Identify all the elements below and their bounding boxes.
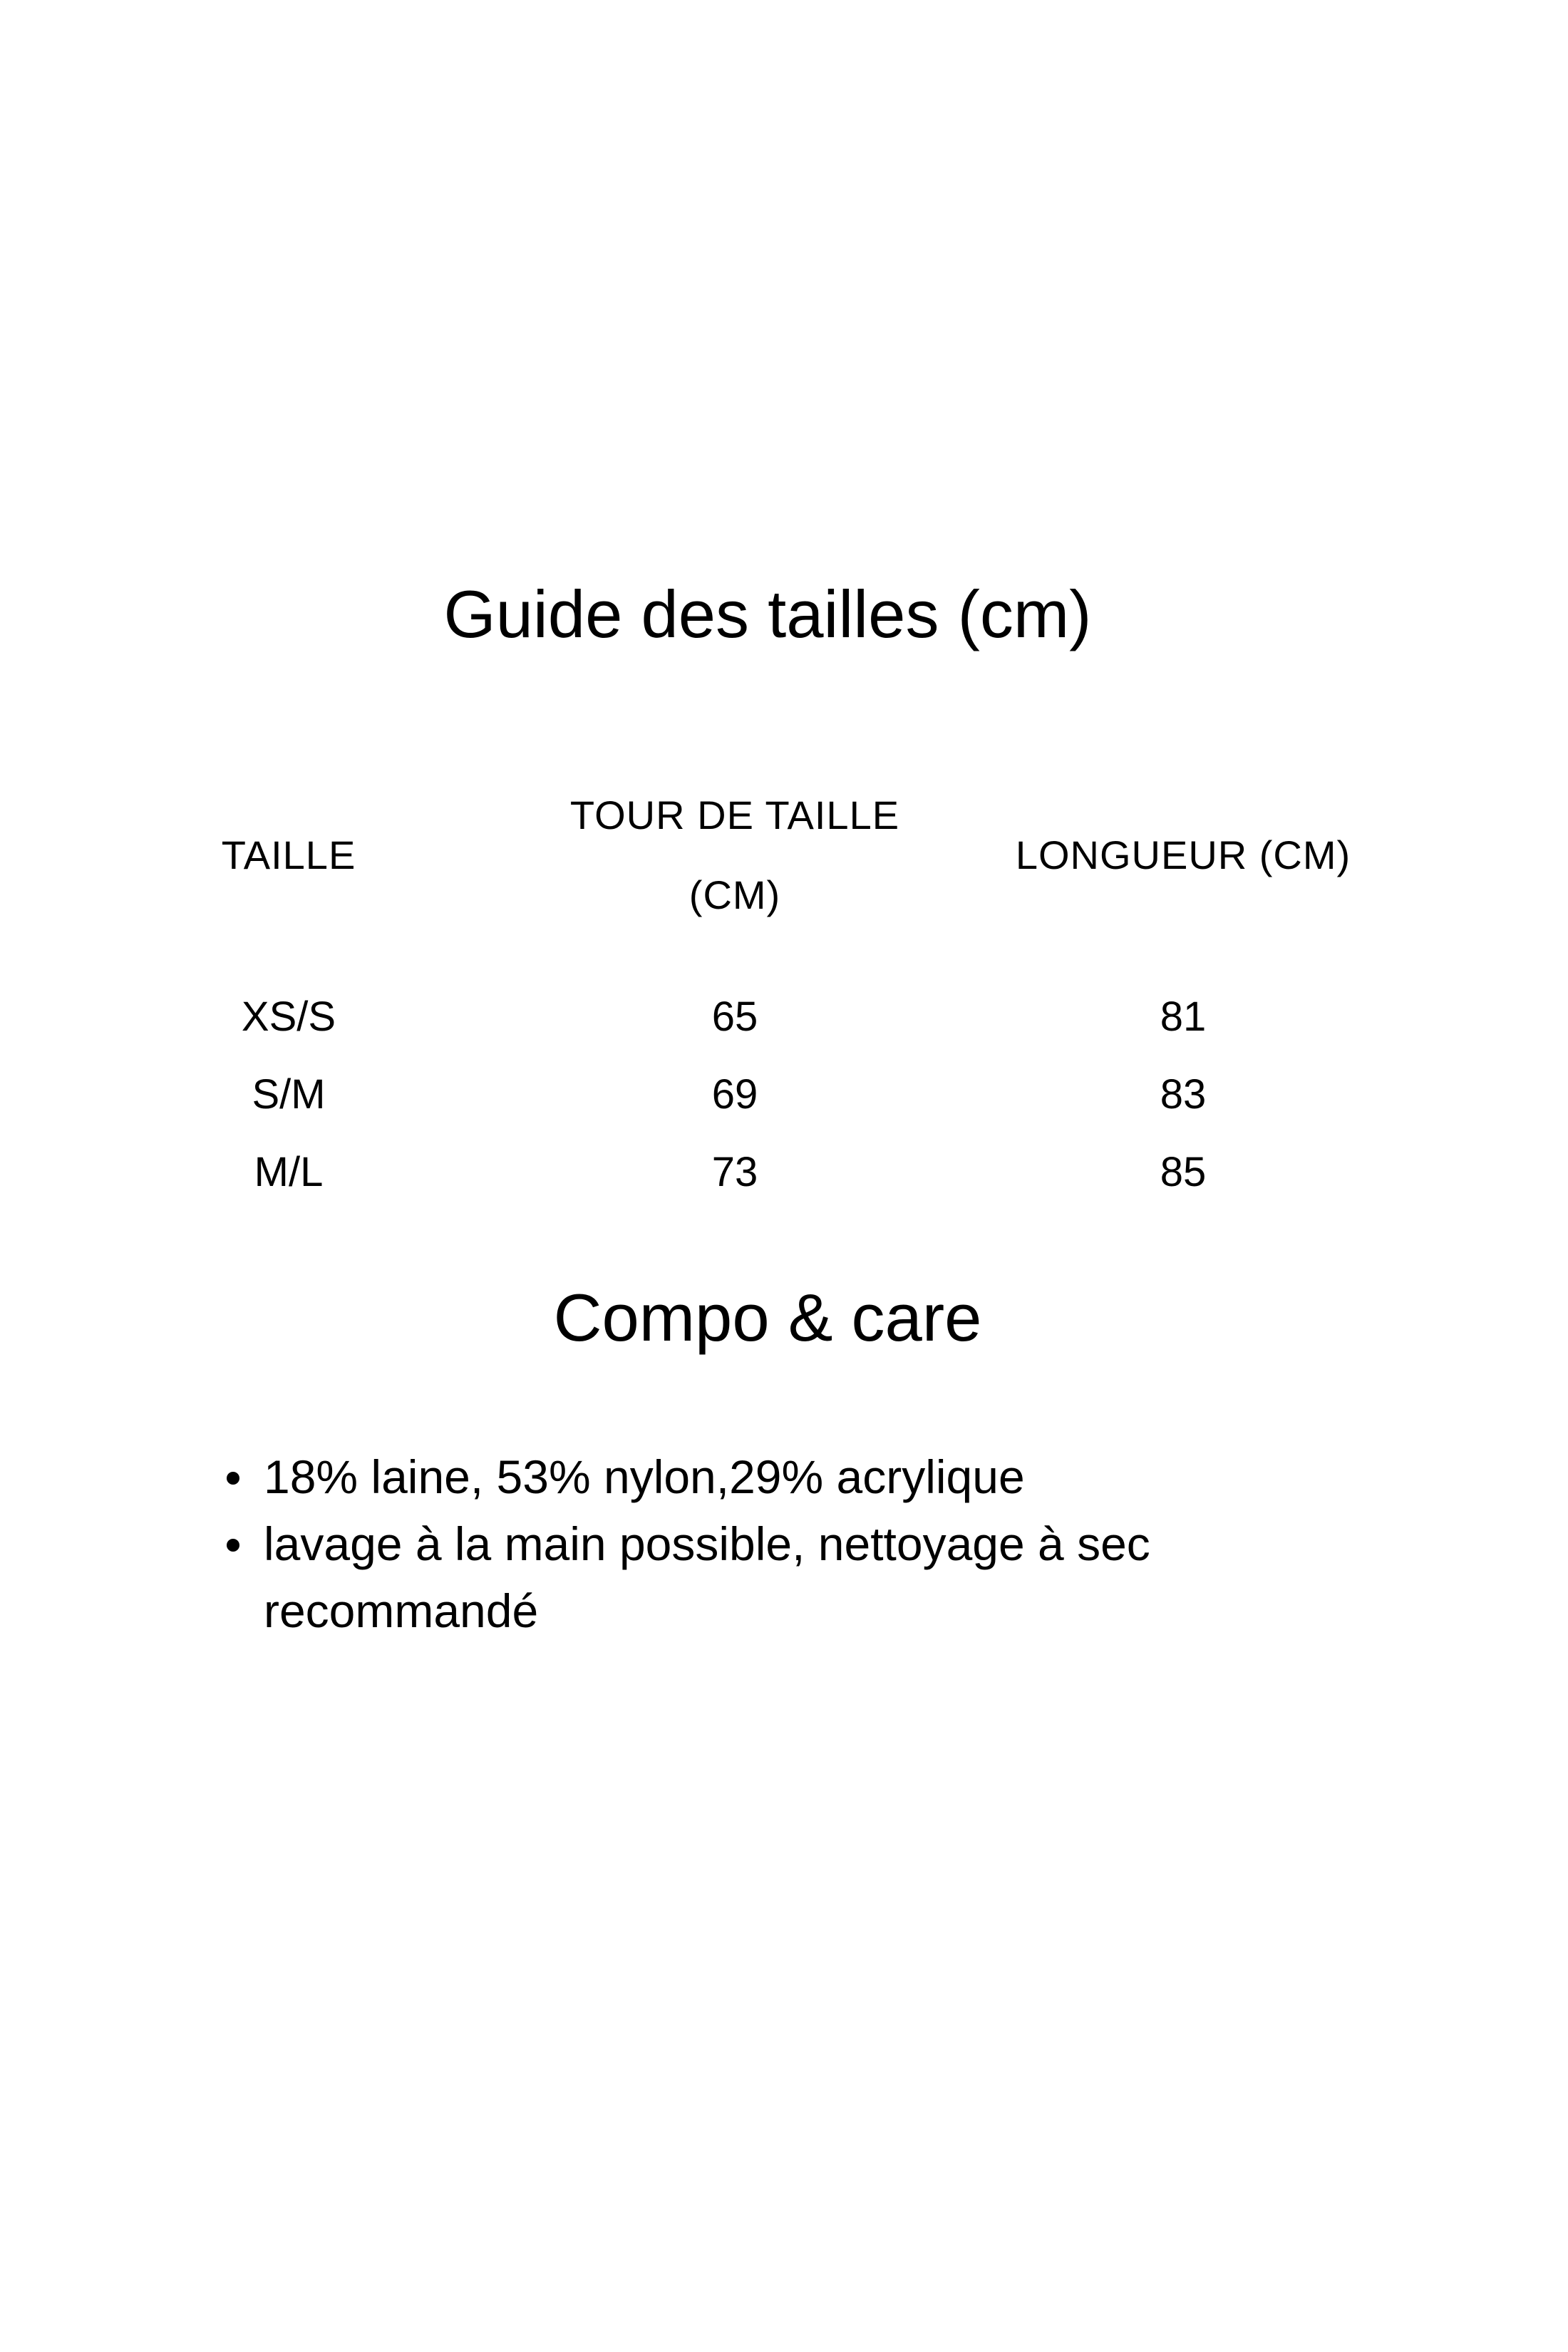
row-waist: 65 — [711, 994, 758, 1040]
header-waist-line1: TOUR DE TAILLE — [569, 793, 900, 837]
header-taille: TAILLE — [221, 832, 356, 877]
row-size: S/M — [252, 1071, 326, 1118]
row-length: 83 — [1160, 1071, 1207, 1118]
care-title: Compo & care — [553, 1280, 982, 1355]
care-item: lavage à la main possible, nettoyage à s… — [221, 1510, 1262, 1644]
row-waist: 73 — [711, 1149, 758, 1195]
header-waist-line2: (CM) — [688, 872, 781, 917]
row-waist: 69 — [711, 1071, 758, 1118]
header-tour-de-taille: TOUR DE TAILLE (CM) — [570, 775, 899, 935]
care-item: 18% laine, 53% nylon,29% acrylique — [221, 1443, 1361, 1510]
size-guide-title: Guide des tailles (cm) — [443, 577, 1092, 651]
row-length: 85 — [1160, 1149, 1207, 1195]
row-size: M/L — [254, 1149, 324, 1195]
row-length: 81 — [1160, 994, 1207, 1040]
header-longueur: LONGUEUR (CM) — [1015, 832, 1351, 877]
care-list: 18% laine, 53% nylon,29% acrylique lavag… — [221, 1443, 1361, 1644]
row-size: XS/S — [241, 994, 336, 1040]
